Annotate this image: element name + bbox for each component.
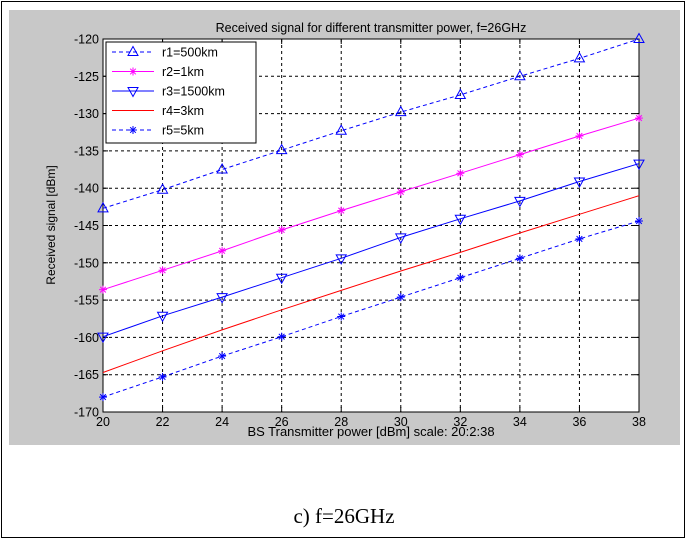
grid-lines	[103, 39, 639, 412]
x-tick-label: 38	[632, 415, 646, 429]
y-tick-label: -140	[74, 182, 99, 196]
data-point-marker	[573, 51, 586, 63]
data-point-marker	[277, 332, 286, 341]
y-tick-label: -135	[74, 144, 99, 158]
data-point-marker	[635, 217, 643, 226]
data-point-marker	[575, 131, 584, 140]
legend-label-1: r1=500km	[162, 46, 218, 60]
series-group	[97, 32, 645, 402]
data-point-marker	[514, 69, 526, 81]
legend-marker-2	[129, 67, 137, 76]
legend-marker-3	[127, 87, 139, 98]
data-point-marker	[396, 293, 405, 302]
legend-marker-5	[129, 126, 137, 134]
series-line-4	[102, 195, 640, 373]
legend-label-4: r4=3km	[162, 104, 204, 118]
data-point-marker	[99, 393, 107, 402]
x-tick-label: 30	[394, 415, 408, 429]
data-point-marker	[633, 32, 645, 43]
data-point-marker	[335, 254, 348, 265]
data-point-marker	[396, 187, 405, 196]
data-point-marker	[158, 266, 167, 275]
legend-label-5: r5=5km	[162, 124, 204, 138]
data-point-marker	[275, 143, 288, 155]
x-tick-label: 32	[453, 415, 467, 429]
data-point-marker	[575, 234, 584, 243]
data-point-marker	[635, 114, 643, 123]
data-point-marker	[158, 372, 167, 381]
x-tick-label: 20	[96, 415, 110, 429]
x-tick-label: 26	[275, 415, 289, 429]
y-tick-label: -160	[74, 331, 99, 345]
data-point-marker	[394, 233, 407, 244]
data-point-marker	[275, 273, 288, 285]
axis-ticks: 20 22 24 26 28 30 32 34 36 38 -120 -125 -130 -135 -140…	[74, 33, 646, 430]
data-point-marker	[216, 163, 228, 174]
legend-label-2: r2=1km	[162, 65, 204, 79]
data-point-marker	[335, 124, 348, 135]
data-point-marker	[218, 246, 227, 255]
data-point-marker	[97, 332, 109, 344]
data-point-marker	[514, 196, 526, 208]
data-point-marker	[337, 206, 346, 215]
x-tick-label: 28	[334, 415, 348, 429]
x-axis-label: BS Transmitter power [dBm] scale: 20:2:3…	[247, 424, 494, 439]
data-point-marker	[573, 177, 586, 189]
y-tick-label: -125	[74, 70, 99, 84]
figure-caption: c) f=26GHz	[293, 504, 395, 528]
series-line-1	[102, 38, 640, 209]
data-point-marker	[277, 225, 286, 234]
y-axis-label: Received signal [dBm]	[44, 165, 58, 284]
data-point-marker	[156, 183, 169, 194]
data-point-marker	[454, 214, 467, 226]
data-point-marker	[394, 105, 407, 117]
y-tick-label: -145	[74, 219, 99, 233]
series-line-3	[102, 163, 640, 338]
chart-title: Received signal for different transmitte…	[216, 21, 527, 35]
data-point-marker	[515, 254, 524, 263]
data-point-marker	[156, 311, 169, 323]
x-tick-label: 24	[215, 415, 229, 429]
legend: r1=500km r2=1km r3=1500km r4=3km r5=5km	[105, 41, 257, 144]
x-tick-label: 22	[156, 415, 170, 429]
y-tick-label: -170	[74, 406, 99, 420]
y-tick-label: -150	[74, 256, 99, 270]
y-tick-label: -120	[74, 33, 99, 47]
y-tick-label: -165	[74, 368, 99, 382]
x-tick-label: 34	[513, 415, 527, 429]
data-point-marker	[337, 312, 346, 321]
data-point-marker	[456, 273, 465, 282]
data-point-marker	[99, 285, 107, 294]
data-point-marker	[216, 293, 228, 304]
data-point-marker	[454, 88, 467, 99]
data-point-marker	[515, 150, 524, 159]
series-line-5	[102, 220, 640, 398]
legend-label-3: r3=1500km	[162, 85, 225, 99]
series-line-2	[102, 117, 640, 291]
legend-marker-1	[127, 45, 139, 56]
y-tick-label: -130	[74, 107, 99, 121]
x-tick-label: 36	[572, 415, 586, 429]
data-point-marker	[633, 159, 645, 171]
data-point-marker	[97, 201, 109, 213]
data-point-marker	[218, 352, 227, 361]
data-point-marker	[456, 169, 465, 178]
y-tick-label: -155	[74, 294, 99, 308]
